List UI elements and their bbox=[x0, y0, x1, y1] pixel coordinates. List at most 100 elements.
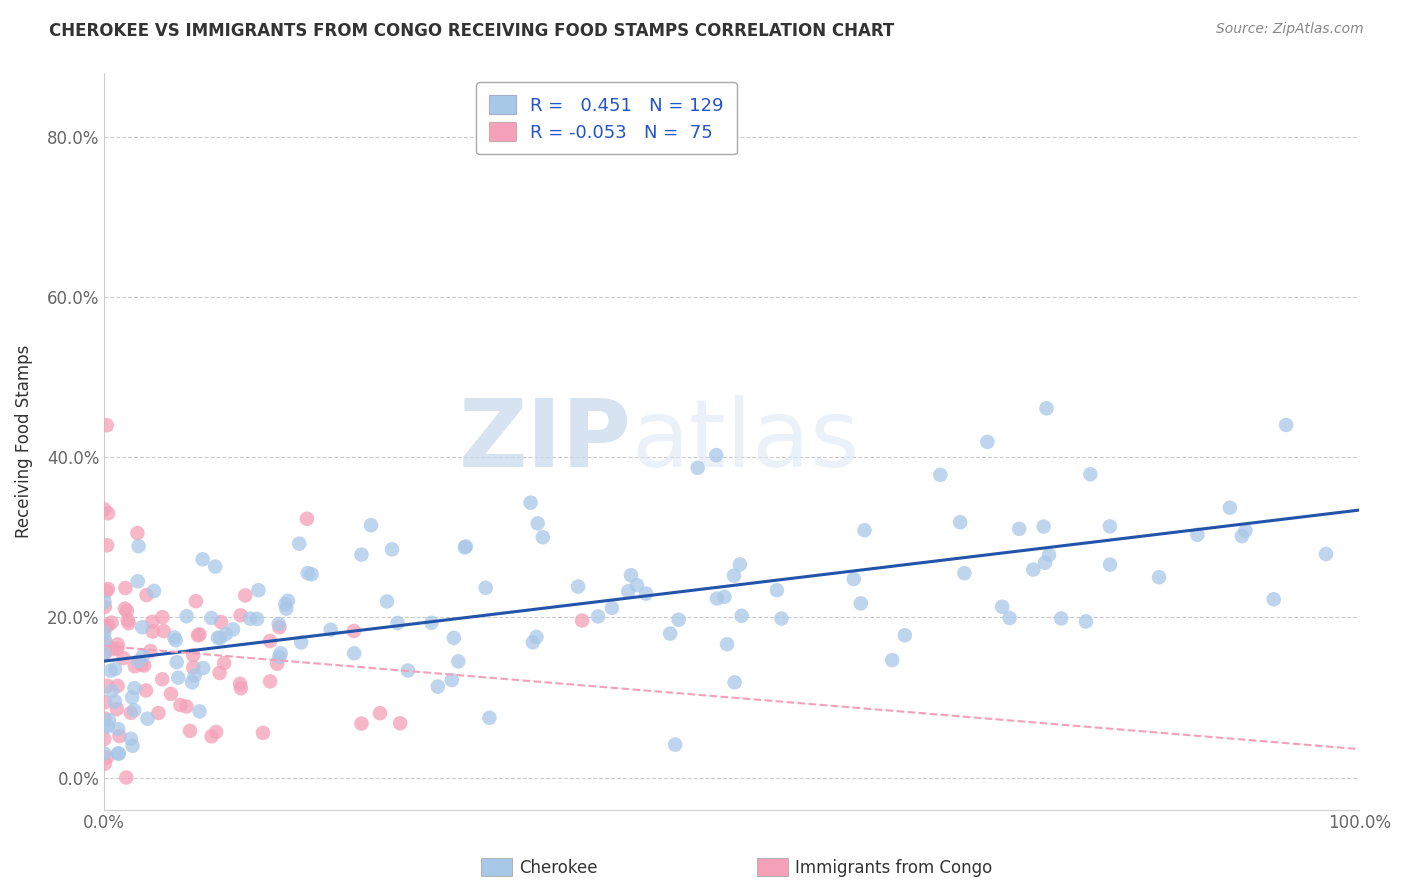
Point bbox=[120, 731, 142, 746]
Point bbox=[1074, 615, 1097, 629]
Point bbox=[949, 516, 972, 530]
Point bbox=[208, 665, 231, 680]
Point bbox=[141, 615, 163, 629]
Point bbox=[200, 729, 222, 743]
Point bbox=[1033, 556, 1056, 570]
Point bbox=[184, 594, 207, 608]
Point bbox=[127, 654, 149, 668]
Point bbox=[259, 634, 281, 648]
Point bbox=[112, 651, 135, 665]
Point bbox=[600, 601, 623, 615]
Point bbox=[290, 635, 312, 649]
Text: ZIP: ZIP bbox=[458, 395, 631, 487]
Point bbox=[659, 626, 682, 640]
Point bbox=[319, 623, 342, 637]
Point bbox=[716, 637, 738, 651]
Point bbox=[443, 631, 465, 645]
Point bbox=[301, 567, 323, 582]
Point bbox=[122, 703, 145, 717]
Point bbox=[115, 771, 138, 785]
Point bbox=[118, 616, 141, 631]
Point bbox=[368, 706, 391, 721]
Point bbox=[706, 591, 728, 606]
Point bbox=[454, 540, 477, 554]
Point bbox=[93, 620, 115, 634]
Point bbox=[127, 574, 149, 589]
Point bbox=[183, 668, 205, 682]
Point bbox=[1098, 519, 1121, 533]
Point bbox=[519, 496, 541, 510]
Point bbox=[276, 601, 298, 615]
Point bbox=[142, 584, 165, 599]
Point bbox=[426, 680, 449, 694]
Point bbox=[387, 615, 409, 630]
Point bbox=[94, 637, 117, 651]
Point bbox=[93, 647, 115, 661]
Point bbox=[124, 659, 146, 673]
Point bbox=[526, 516, 548, 531]
Point bbox=[976, 434, 998, 449]
Point bbox=[100, 615, 122, 630]
Point bbox=[853, 523, 876, 537]
Point bbox=[209, 615, 232, 629]
Point bbox=[131, 657, 153, 672]
Point bbox=[375, 594, 398, 608]
Point bbox=[723, 568, 745, 582]
Point bbox=[571, 614, 593, 628]
Point bbox=[98, 713, 121, 727]
Point bbox=[97, 582, 120, 596]
Point bbox=[233, 589, 256, 603]
Point bbox=[731, 608, 754, 623]
Point bbox=[127, 526, 149, 541]
Point bbox=[953, 566, 976, 581]
Point bbox=[478, 711, 501, 725]
Point bbox=[1032, 519, 1054, 533]
Point bbox=[929, 467, 952, 482]
Point bbox=[617, 584, 640, 599]
Point bbox=[1008, 522, 1031, 536]
Point bbox=[1022, 563, 1045, 577]
Point bbox=[97, 719, 120, 733]
Point bbox=[117, 613, 139, 627]
Point bbox=[101, 642, 124, 657]
Point bbox=[440, 673, 463, 687]
Point bbox=[381, 542, 404, 557]
Point bbox=[105, 641, 128, 656]
Point bbox=[894, 628, 917, 642]
Point bbox=[121, 739, 143, 753]
Point bbox=[1035, 401, 1057, 416]
Point bbox=[94, 695, 117, 709]
Point bbox=[97, 506, 120, 520]
Point bbox=[207, 631, 229, 645]
Point bbox=[107, 637, 129, 651]
Point bbox=[94, 599, 117, 614]
Point bbox=[108, 729, 131, 743]
Point bbox=[269, 620, 291, 634]
Legend: R =   0.451   N = 129, R = -0.053   N =  75: R = 0.451 N = 129, R = -0.053 N = 75 bbox=[477, 82, 737, 154]
Point bbox=[239, 612, 262, 626]
Point bbox=[229, 608, 252, 623]
Point bbox=[1315, 547, 1337, 561]
Point bbox=[181, 648, 204, 662]
Point bbox=[96, 750, 118, 764]
Point bbox=[343, 624, 366, 638]
Text: atlas: atlas bbox=[631, 395, 859, 487]
Point bbox=[686, 460, 709, 475]
Point bbox=[152, 624, 174, 639]
Point bbox=[204, 559, 226, 574]
Point bbox=[135, 683, 157, 698]
Point bbox=[454, 541, 477, 555]
Point bbox=[93, 620, 115, 634]
Y-axis label: Receiving Food Stamps: Receiving Food Stamps bbox=[15, 344, 32, 538]
Point bbox=[634, 586, 657, 600]
Point bbox=[139, 644, 162, 658]
Point bbox=[131, 620, 153, 634]
Point bbox=[96, 538, 118, 552]
Point bbox=[229, 681, 252, 696]
Point bbox=[766, 583, 789, 598]
Point bbox=[120, 706, 142, 720]
Text: Source: ZipAtlas.com: Source: ZipAtlas.com bbox=[1216, 22, 1364, 37]
Point bbox=[522, 635, 544, 649]
Point bbox=[188, 627, 211, 641]
Point bbox=[136, 712, 159, 726]
